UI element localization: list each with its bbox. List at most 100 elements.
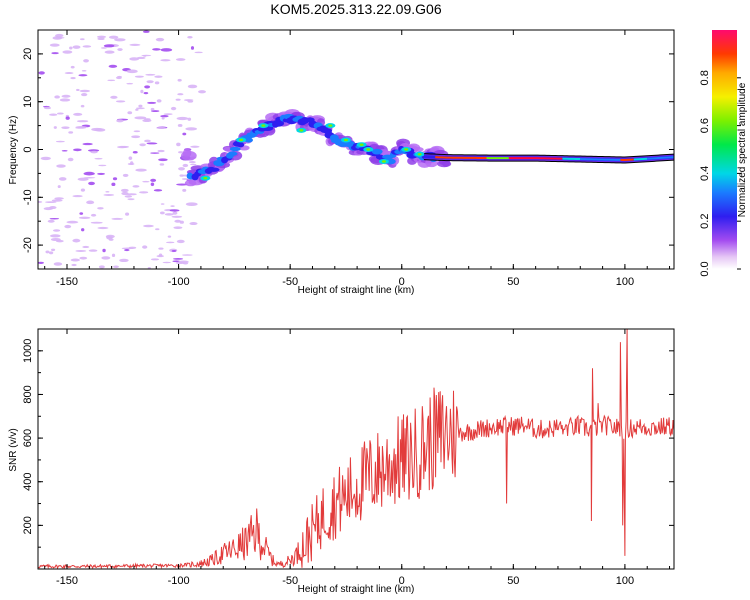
spectrogram-noise-blob bbox=[38, 200, 43, 203]
spectrogram-noise-blob bbox=[45, 201, 57, 204]
spectrogram-noise-blob bbox=[81, 228, 85, 232]
spectrogram-noise-blob bbox=[126, 193, 137, 196]
spectrogram-noise-blob bbox=[144, 85, 151, 89]
spectrogram-noise-blob bbox=[61, 126, 70, 129]
spectrogram-noise-blob bbox=[147, 101, 157, 104]
snr-y-axis-label: SNR (v/v) bbox=[8, 428, 19, 471]
spectrogram-noise-blob bbox=[44, 106, 52, 110]
spectrogram-noise-blob bbox=[140, 89, 144, 94]
spectrogram-noise-blob bbox=[78, 216, 91, 219]
spectrogram-noise-blob bbox=[77, 177, 89, 181]
spectrogram-noise-blob bbox=[97, 37, 105, 41]
spectrogram-noise-blob bbox=[57, 185, 61, 189]
spectrogram-noise-blob bbox=[66, 220, 79, 224]
spectrogram-noise-blob bbox=[49, 113, 58, 116]
spectrogram-noise-blob bbox=[132, 185, 140, 188]
spectrogram-noise-blob bbox=[51, 199, 63, 202]
spectrogram-y-tick-label: 20 bbox=[22, 48, 34, 60]
spectrogram-noise-blob bbox=[189, 222, 198, 226]
snr-panel: -150 -100 -50 0 50 100 200 400 600 800 1000 Heigh… bbox=[8, 328, 675, 595]
spectrogram-noise-blob bbox=[58, 177, 67, 181]
spectrogram-noise-blob bbox=[182, 163, 189, 168]
snr-y-tick-label: 1000 bbox=[22, 339, 34, 363]
spectrogram-noise-blob bbox=[86, 200, 95, 205]
spectrogram-noise-blob bbox=[61, 94, 71, 98]
spectrogram-band-segment bbox=[580, 158, 621, 161]
spectrogram-noise-blob bbox=[131, 135, 141, 139]
snr-x-tick-label: 0 bbox=[399, 575, 405, 587]
spectrogram-noise-blob bbox=[108, 35, 119, 39]
snr-y-tick-label: 600 bbox=[22, 429, 34, 447]
colorbar-gradient bbox=[712, 30, 737, 269]
colorbar-tick-label: 0.2 bbox=[699, 214, 711, 229]
snr-x-axis-label: Height of straight line (km) bbox=[298, 584, 415, 595]
spectrogram-noise-blob bbox=[101, 256, 111, 260]
spectrogram-noise-blob bbox=[151, 110, 160, 113]
spectrogram-noise-blob bbox=[48, 251, 54, 255]
spectrogram-noise-blob bbox=[159, 211, 165, 215]
spectrogram-noise-blob bbox=[150, 152, 160, 154]
spectrogram-noise-blob bbox=[67, 157, 74, 162]
spectrogram-noise-blob bbox=[40, 156, 51, 161]
spectrogram-noise-blob bbox=[142, 30, 150, 33]
spectrogram-noise-blob bbox=[155, 228, 160, 231]
spectrogram-peak-spot bbox=[261, 124, 266, 127]
spectrogram-y-tick-label: 10 bbox=[22, 96, 34, 108]
spectrogram-noise-blob bbox=[150, 178, 157, 182]
spectrogram-noise-blob bbox=[159, 163, 165, 166]
colorbar: 0.0 0.2 0.4 0.6 0.8 Normalized spectral ampl… bbox=[699, 30, 748, 277]
spectrogram-noise-blob bbox=[45, 250, 50, 254]
spectrogram-noise-blob bbox=[145, 73, 156, 76]
spectrogram-x-axis-label: Height of straight line (km) bbox=[298, 285, 415, 296]
spectrogram-peak-spot bbox=[343, 138, 348, 142]
spectrogram-x-tick-label: 100 bbox=[616, 276, 634, 288]
spectrogram-noise-blob bbox=[88, 249, 98, 252]
spectrogram-noise-blob bbox=[179, 220, 184, 224]
spectrogram-noise-blob bbox=[156, 99, 162, 103]
spectrogram-ridge-core bbox=[371, 148, 383, 155]
spectrogram-noise-blob bbox=[134, 116, 147, 120]
spectrogram-noise-blob bbox=[73, 112, 83, 116]
spectrogram-noise-blob bbox=[182, 132, 187, 136]
spectrogram-noise-blob bbox=[43, 207, 54, 211]
spectrogram-noise-blob bbox=[73, 148, 82, 152]
spectrogram-noise-blob bbox=[128, 156, 133, 160]
spectrogram-noise-blob bbox=[171, 250, 177, 252]
spectrogram-x-tick-label: -50 bbox=[282, 276, 298, 288]
spectrogram-noise-blob bbox=[75, 126, 87, 129]
spectrogram-noise-blob bbox=[64, 224, 72, 229]
spectrogram-noise-blob bbox=[139, 143, 146, 147]
spectrogram-noise-blob bbox=[156, 126, 167, 129]
spectrogram-noise-blob bbox=[82, 142, 93, 146]
spectrogram-noise-blob bbox=[181, 254, 193, 256]
spectrogram-noise-blob bbox=[126, 82, 134, 85]
spectrogram-noise-blob bbox=[110, 95, 118, 99]
spectrogram-noise-blob bbox=[163, 113, 173, 115]
spectrogram-x-tick-label: -100 bbox=[168, 276, 190, 288]
spectrogram-noise-blob bbox=[175, 98, 181, 101]
spectrogram-noise-blob bbox=[72, 45, 81, 49]
spectrogram-noise-blob bbox=[83, 59, 89, 63]
spectrogram-noise-blob bbox=[96, 35, 107, 39]
spectrogram-noise-blob bbox=[124, 195, 133, 198]
spectrogram-noise-blob bbox=[90, 150, 98, 154]
spectrogram-noise-blob bbox=[146, 80, 154, 84]
spectrogram-noise-blob bbox=[181, 178, 189, 180]
spectrogram-noise-blob bbox=[53, 126, 57, 129]
snr-x-tick-label: 100 bbox=[616, 575, 634, 587]
spectrogram-band-segment bbox=[647, 156, 674, 160]
spectrogram-noise-blob bbox=[158, 247, 164, 250]
spectrogram-noise-blob bbox=[166, 241, 175, 244]
spectrogram-noise-blob bbox=[127, 162, 135, 166]
spectrogram-peak-spot bbox=[299, 129, 304, 132]
spectrogram-noise-blob bbox=[38, 261, 44, 264]
spectrogram-y-tick-label: -10 bbox=[22, 189, 34, 205]
spectrogram-noise-blob bbox=[152, 48, 161, 51]
spectrogram-noise-blob bbox=[127, 111, 133, 115]
snr-frame bbox=[37, 328, 675, 570]
spectrogram-noise-blob bbox=[82, 245, 90, 249]
spectrogram-noise-blob bbox=[105, 190, 110, 193]
spectrogram-noise-blob bbox=[147, 267, 151, 269]
